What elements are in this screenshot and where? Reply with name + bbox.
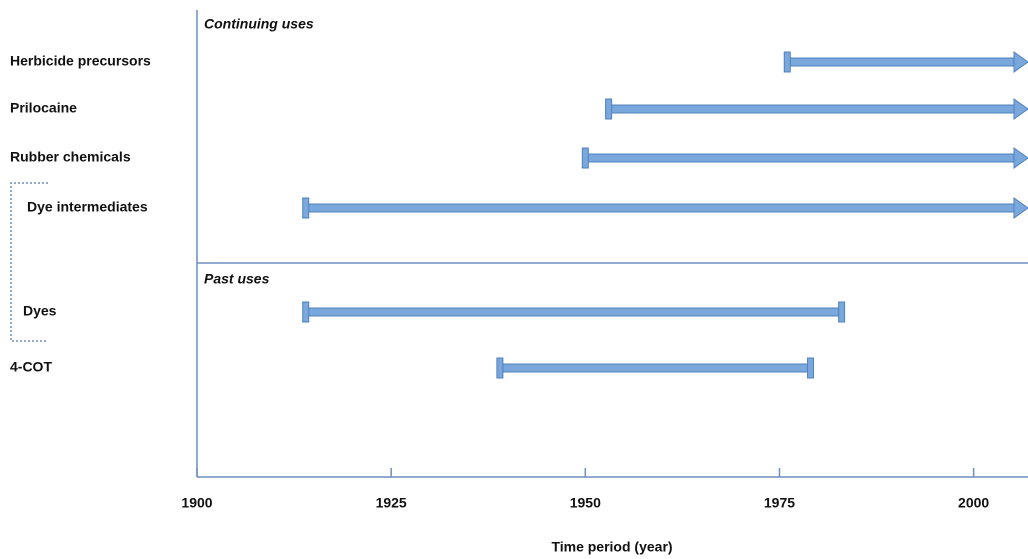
start-cap xyxy=(581,147,589,169)
continuing-arrow xyxy=(1013,98,1028,120)
category-label: Prilocaine xyxy=(10,100,77,116)
start-cap xyxy=(783,51,791,73)
range-bar xyxy=(499,363,812,373)
category-label: Herbicide precursors xyxy=(10,53,151,69)
bracket xyxy=(10,182,48,342)
category-label: Dye intermediates xyxy=(27,199,148,215)
range-bar xyxy=(305,203,1015,213)
end-cap xyxy=(838,301,846,323)
category-label: Rubber chemicals xyxy=(10,149,131,165)
group-label: Past uses xyxy=(204,271,270,287)
start-cap xyxy=(605,98,613,120)
range-bar xyxy=(584,153,1015,163)
x-axis-label: Time period (year) xyxy=(551,539,672,555)
x-tick-label: 1975 xyxy=(764,495,795,511)
x-tick-label: 1925 xyxy=(376,495,407,511)
range-bar xyxy=(608,104,1015,114)
start-cap xyxy=(302,301,310,323)
start-cap xyxy=(302,197,310,219)
range-bar xyxy=(786,57,1015,67)
continuing-arrow xyxy=(1013,147,1028,169)
x-tick-label: 1950 xyxy=(570,495,601,511)
group-label: Continuing uses xyxy=(204,16,314,32)
range-bar xyxy=(305,307,843,317)
continuing-arrow xyxy=(1013,197,1028,219)
end-cap xyxy=(807,357,815,379)
category-label: Dyes xyxy=(23,303,57,319)
start-cap xyxy=(496,357,504,379)
x-tick-label: 2000 xyxy=(958,495,989,511)
x-tick-label: 1900 xyxy=(181,495,212,511)
continuing-arrow xyxy=(1013,51,1028,73)
category-label: 4-COT xyxy=(10,359,52,375)
